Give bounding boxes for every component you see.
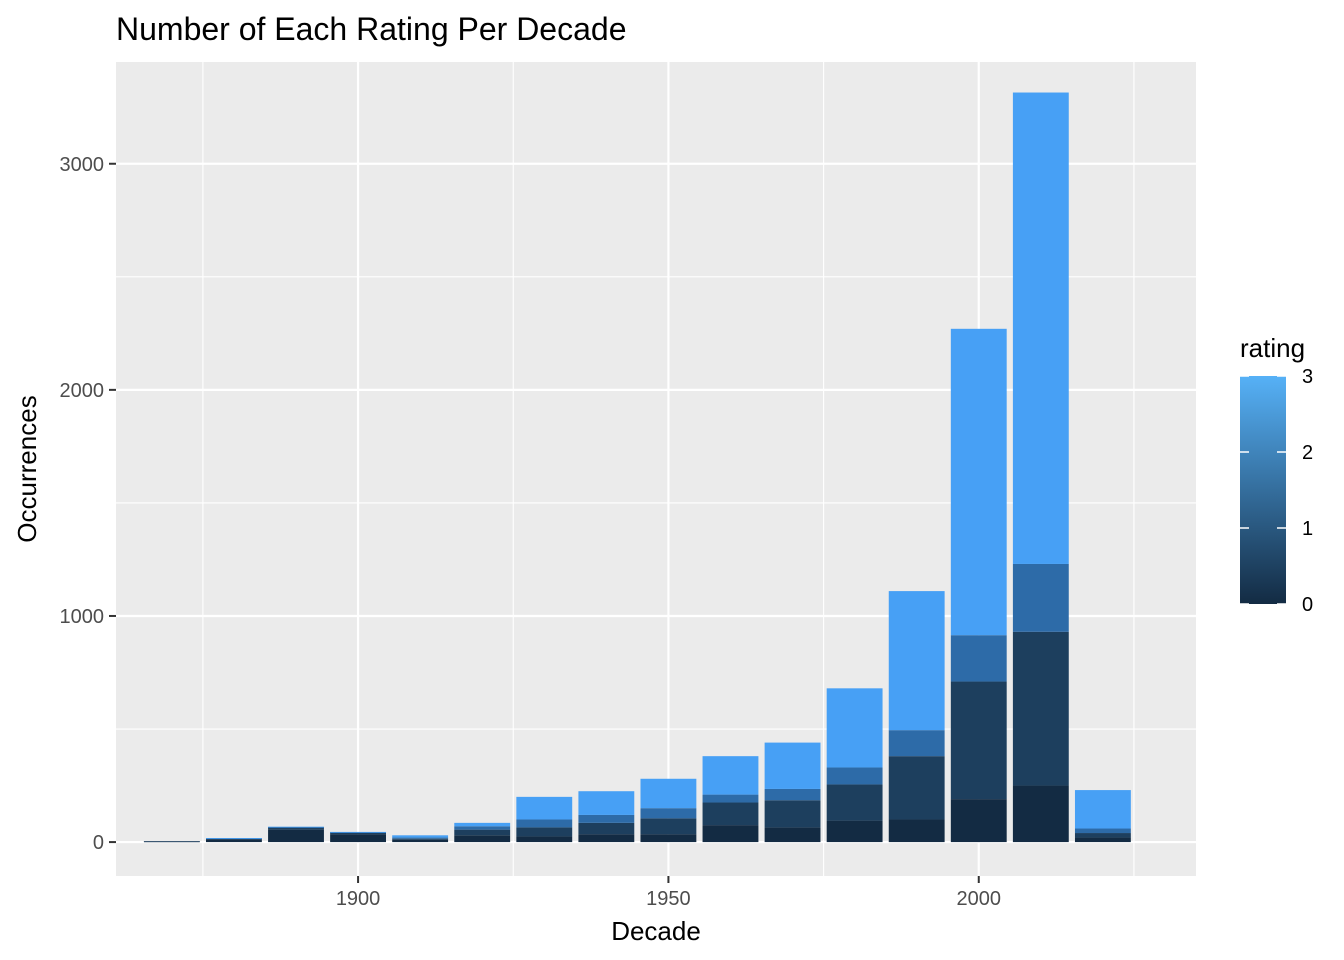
bar-segment-rating-3 (516, 796, 573, 820)
bar-segment-rating-3 (888, 591, 945, 731)
chart-title: Number of Each Rating Per Decade (116, 11, 626, 47)
legend-tick-label: 3 (1302, 366, 1313, 388)
bar-segment-rating-3 (268, 826, 324, 828)
bar-segment-rating-2 (888, 730, 945, 757)
bar-segment-rating-3 (764, 742, 821, 789)
bar-segment-rating-1 (268, 827, 324, 830)
bar-segment-rating-3 (950, 328, 1007, 636)
bars (143, 92, 1131, 843)
bar-segment-rating-2 (764, 788, 821, 801)
bar-segment-rating-1 (516, 827, 573, 837)
bar-segment-rating-3 (454, 822, 511, 827)
bar-segment-rating-0 (454, 835, 511, 843)
bar-segment-rating-0 (330, 834, 386, 843)
legend: rating 0 1 2 3 (1240, 333, 1313, 616)
bar-segment-rating-0 (764, 827, 821, 843)
bar-segment-rating-1 (454, 829, 511, 836)
bar-segment-rating-1 (1074, 833, 1131, 838)
bar-segment-rating-2 (578, 814, 635, 823)
bar-segment-rating-1 (826, 784, 883, 821)
bar-segment-rating-0 (950, 799, 1007, 843)
bar-segment-rating-2 (950, 635, 1007, 682)
bar-segment-rating-0 (392, 839, 449, 843)
legend-tick-label: 2 (1302, 442, 1313, 464)
bar-segment-rating-2 (454, 826, 511, 830)
bar-segment-rating-0 (516, 836, 573, 843)
bar-segment-rating-1 (950, 681, 1007, 800)
bar-segment-rating-3 (206, 838, 262, 839)
legend-tick-label: 0 (1302, 594, 1313, 616)
bar-segment-rating-1 (143, 841, 200, 842)
bar-segment-rating-0 (206, 839, 262, 843)
x-tick-label: 1950 (646, 888, 691, 910)
bar-segment-rating-1 (330, 832, 386, 835)
legend-ticks: 0 1 2 3 (1240, 366, 1313, 616)
bar-segment-rating-2 (640, 808, 697, 819)
bar-segment-rating-2 (392, 837, 449, 839)
bar-segment-rating-2 (1074, 828, 1131, 834)
bar-segment-rating-3 (640, 778, 697, 809)
bar-segment-rating-0 (640, 834, 697, 843)
bar-segment-rating-3 (578, 791, 635, 815)
bar-segment-rating-0 (826, 820, 883, 843)
bar-segment-rating-1 (640, 818, 697, 835)
bar-segment-rating-2 (702, 794, 759, 803)
bar-segment-rating-1 (578, 822, 635, 835)
bar-segment-rating-1 (1012, 631, 1069, 786)
bar-segment-rating-1 (702, 802, 759, 826)
bar-segment-rating-0 (268, 829, 324, 843)
bar-segment-rating-2 (1012, 563, 1069, 632)
bar-segment-rating-3 (392, 835, 449, 838)
bar-segment-rating-0 (888, 819, 945, 843)
bar-segment-rating-0 (1012, 785, 1069, 843)
x-tick-label: 2000 (957, 888, 1002, 910)
bar-segment-rating-0 (702, 825, 759, 843)
bar-segment-rating-3 (1074, 790, 1131, 829)
y-tick-label: 1000 (60, 606, 105, 628)
y-tick-label: 2000 (60, 380, 105, 402)
y-tick-label: 3000 (60, 154, 105, 176)
bar-segment-rating-1 (392, 838, 449, 840)
legend-colorbar (1240, 376, 1286, 604)
bar-segment-rating-0 (578, 834, 635, 843)
x-axis-title: Decade (611, 916, 701, 946)
bar-segment-rating-3 (1012, 92, 1069, 564)
y-axis-title: Occurrences (12, 395, 42, 542)
bar-segment-rating-0 (1074, 837, 1131, 843)
bar-segment-rating-3 (826, 688, 883, 768)
legend-tick-label: 1 (1302, 518, 1313, 540)
x-tick-label: 1900 (336, 888, 381, 910)
legend-title: rating (1240, 333, 1305, 363)
bar-segment-rating-1 (888, 756, 945, 820)
bar-segment-rating-1 (764, 800, 821, 828)
bar-segment-rating-2 (516, 819, 573, 828)
x-axis: 1900 1950 2000 (336, 876, 1001, 910)
y-axis: 0 1000 2000 3000 (60, 154, 116, 854)
bar-segment-rating-2 (826, 767, 883, 785)
bar-segment-rating-3 (702, 756, 759, 795)
y-tick-label: 0 (93, 832, 104, 854)
bar-segment-rating-3 (330, 831, 386, 833)
